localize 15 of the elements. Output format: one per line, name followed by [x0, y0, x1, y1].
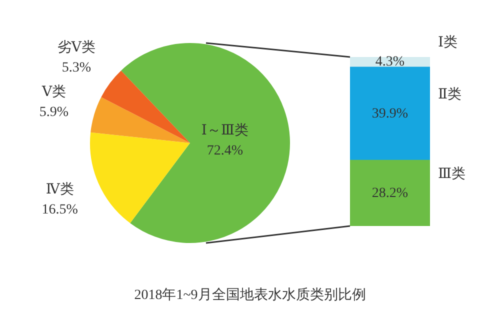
data-label: 28.2% [372, 186, 408, 201]
series-label: Ⅲ类 [438, 166, 466, 182]
slice-label: Ⅴ类 [40, 84, 66, 100]
slice-label: Ⅰ～Ⅲ类 [201, 122, 248, 139]
data-label: 5.3% [62, 60, 92, 76]
data-label: 39.9% [372, 106, 408, 122]
data-label: 5.9% [39, 104, 69, 120]
slice-label: Ⅳ类 [46, 181, 74, 198]
series-label: Ⅱ类 [438, 86, 462, 102]
data-label: 4.3% [375, 54, 405, 70]
text: 2018年1~9月全国地表水水质类别比例 [133, 286, 367, 304]
slice-label: 劣Ⅴ类 [57, 39, 96, 56]
data-label: 72.4% [206, 144, 244, 159]
data-label: 16.5% [42, 202, 78, 218]
series-label: Ⅰ类 [438, 34, 458, 51]
